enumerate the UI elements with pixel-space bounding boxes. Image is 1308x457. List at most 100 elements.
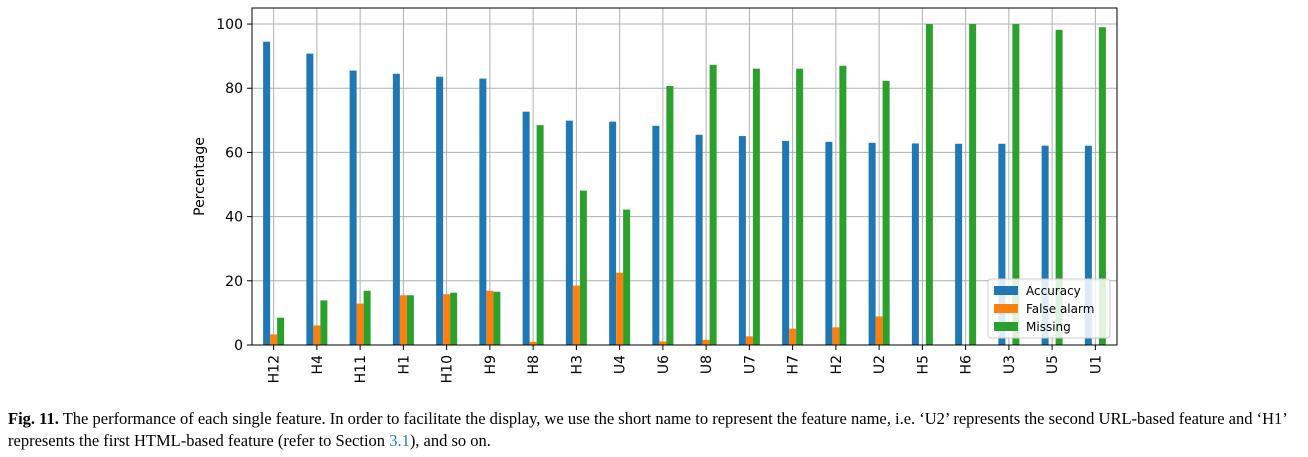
section-reference-link[interactable]: 3.1 (389, 431, 410, 450)
x-tick-label-U8: U8 (699, 355, 715, 374)
bar-missing-H2 (839, 65, 847, 346)
x-tick-label-H4: H4 (310, 355, 326, 375)
bars (263, 24, 1106, 346)
bar-missing-U6 (666, 85, 674, 346)
x-tick-label-H5: H5 (915, 355, 931, 374)
bar-accuracy-U7 (738, 136, 746, 345)
bar-accuracy-H8 (522, 111, 530, 345)
bar-missing-U8 (709, 64, 717, 346)
bar-false-alarm-H9 (486, 290, 494, 345)
bar-accuracy-U3 (998, 143, 1006, 345)
bar-false-alarm-H7 (789, 328, 797, 345)
bar-missing-H11 (363, 290, 371, 345)
y-tick-label-60: 60 (225, 145, 243, 161)
x-tick-label-U1: U1 (1088, 355, 1104, 374)
x-tick-label-H1: H1 (396, 355, 412, 374)
x-tick-label-U7: U7 (742, 355, 758, 374)
x-tick-label-U6: U6 (656, 355, 672, 374)
x-tick-label-U3: U3 (1002, 355, 1018, 374)
legend: Accuracy False alarm Missing (987, 278, 1111, 339)
bar-missing-U5 (1055, 29, 1063, 345)
bar-missing-H3 (579, 190, 587, 345)
x-tick-label-H10: H10 (440, 355, 456, 383)
bar-false-alarm-H3 (572, 285, 580, 345)
bar-accuracy-U4 (609, 121, 617, 345)
bar-accuracy-H10 (436, 76, 444, 345)
x-tick-label-H6: H6 (959, 355, 975, 375)
bar-accuracy-H1 (392, 73, 400, 346)
bar-missing-U2 (882, 80, 890, 345)
y-tick-label-80: 80 (225, 81, 243, 97)
x-tick-label-H11: H11 (353, 355, 369, 383)
bar-missing-H4 (320, 300, 328, 345)
bar-accuracy-H2 (825, 141, 833, 345)
caption-text-part1: The performance of each single feature. … (8, 409, 1287, 450)
x-tick-label-H2: H2 (829, 355, 845, 374)
bar-accuracy-H11 (349, 70, 357, 345)
bar-accuracy-H4 (306, 53, 314, 346)
bar-missing-H9 (493, 291, 501, 345)
bar-accuracy-U5 (1041, 145, 1049, 345)
x-tick-label-H9: H9 (483, 355, 499, 374)
bar-missing-H12 (277, 317, 285, 345)
legend-swatch-false-alarm (994, 304, 1018, 313)
bar-chart: 0 20 40 60 80 100 H12 H4 H11 H1 H10 H9 H8 H3 U4 U6 U8 U7 H… (192, 7, 1118, 383)
bar-missing-H8 (536, 125, 544, 346)
bar-accuracy-U6 (652, 125, 660, 345)
bar-missing-U7 (752, 68, 760, 345)
y-tick-label-100: 100 (216, 17, 243, 33)
plot-frame (251, 7, 1118, 346)
bar-false-alarm-U2 (875, 316, 883, 345)
bar-false-alarm-U6 (659, 341, 667, 345)
x-tick-label-H12: H12 (267, 355, 283, 383)
bar-accuracy-H5 (911, 143, 919, 345)
bar-missing-H5 (925, 24, 933, 346)
caption-text-part2: ), and so on. (409, 431, 491, 450)
bar-accuracy-H3 (565, 120, 573, 345)
bar-missing-H1 (406, 295, 414, 345)
bar-accuracy-U1 (1084, 145, 1092, 345)
figure-label: Fig. 11. (8, 409, 59, 428)
x-tick-label-H8: H8 (526, 355, 542, 374)
legend-swatch-accuracy (994, 286, 1018, 295)
y-axis-label: Percentage (192, 137, 208, 216)
grid-lines (252, 8, 1117, 346)
x-tick-label-H3: H3 (569, 355, 585, 374)
chart-area: 0 20 40 60 80 100 H12 H4 H11 H1 H10 H9 H8 H3 U4 U6 U8 U7 H… (192, 7, 1118, 383)
bar-missing-H10 (450, 292, 458, 345)
legend-label-accuracy: Accuracy (1026, 284, 1081, 298)
bar-false-alarm-H8 (529, 341, 537, 345)
bar-accuracy-H7 (782, 140, 790, 345)
bar-false-alarm-H12 (270, 334, 278, 345)
bar-false-alarm-H1 (399, 295, 407, 345)
legend-label-false-alarm: False alarm (1026, 302, 1094, 316)
bar-false-alarm-U8 (702, 339, 710, 345)
bar-missing-H7 (796, 68, 804, 345)
bar-missing-U3 (1012, 24, 1020, 346)
x-tick-label-H7: H7 (786, 355, 802, 374)
bar-missing-U1 (1098, 27, 1106, 346)
bar-false-alarm-H4 (313, 325, 321, 345)
bar-accuracy-H6 (955, 143, 963, 345)
legend-swatch-missing (994, 322, 1018, 331)
figure-caption: Fig. 11. The performance of each single … (8, 408, 1304, 452)
bar-accuracy-U2 (868, 142, 876, 345)
x-tick-label-U4: U4 (613, 355, 629, 374)
bar-false-alarm-H2 (832, 327, 840, 345)
bar-false-alarm-U7 (745, 336, 753, 345)
x-tick-label-U5: U5 (1045, 355, 1061, 374)
bar-false-alarm-H10 (443, 294, 451, 345)
bar-missing-H6 (969, 24, 977, 346)
y-tick-label-20: 20 (225, 274, 243, 290)
bar-false-alarm-H11 (356, 303, 364, 345)
y-tick-label-0: 0 (234, 338, 243, 354)
bar-accuracy-H12 (263, 41, 271, 345)
legend-box (987, 278, 1111, 339)
bar-accuracy-U8 (695, 134, 703, 345)
bar-false-alarm-U4 (616, 272, 624, 345)
bar-missing-U4 (623, 209, 631, 345)
x-tick-label-U2: U2 (872, 355, 888, 374)
legend-label-missing: Missing (1026, 320, 1071, 334)
y-tick-label-40: 40 (225, 210, 243, 226)
bar-accuracy-H9 (479, 78, 487, 345)
